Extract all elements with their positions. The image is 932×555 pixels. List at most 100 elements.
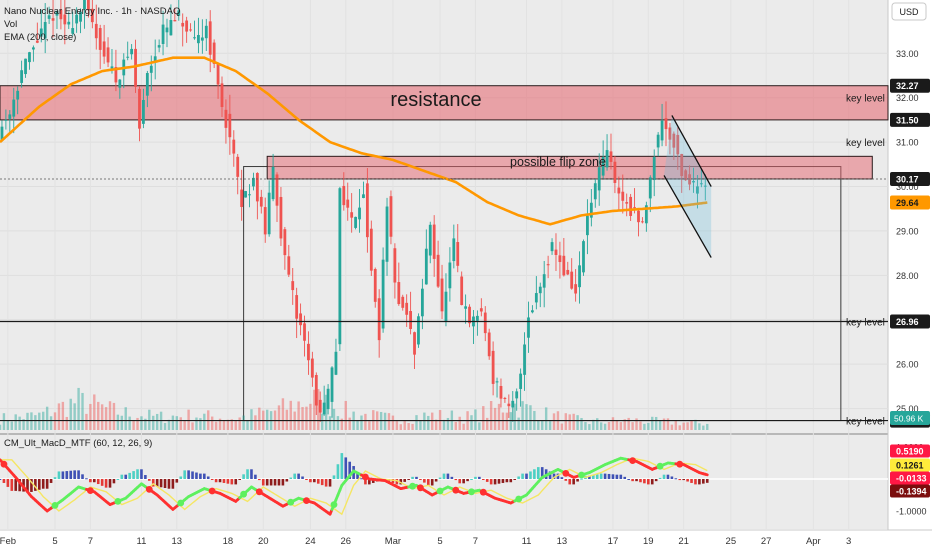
candle — [378, 298, 381, 340]
macd-histogram-bar — [168, 479, 171, 489]
macd-histogram-bar — [227, 479, 230, 484]
macd-histogram-bar — [411, 477, 414, 479]
volume-bar — [254, 415, 256, 430]
volume-bar — [643, 424, 645, 430]
candle — [193, 37, 196, 38]
candle — [625, 202, 628, 204]
candle — [134, 49, 137, 87]
macd-histogram-bar — [305, 479, 308, 480]
macd-cross-dot — [468, 488, 475, 495]
x-tick-label: 17 — [608, 536, 619, 547]
key-level-label: key level — [846, 94, 885, 105]
volume-bar — [93, 394, 95, 430]
candle — [185, 21, 188, 32]
flip-zone-label: possible flip zone — [510, 155, 606, 169]
candle — [107, 47, 110, 62]
x-tick-label: Apr — [806, 536, 821, 547]
volume-bar — [337, 416, 339, 430]
macd-histogram-bar — [470, 479, 473, 480]
candle — [146, 73, 149, 96]
main-pane-bg — [0, 0, 888, 433]
macd-histogram-bar — [671, 476, 674, 479]
candle — [547, 264, 550, 265]
candle — [570, 272, 573, 289]
macd-histogram-bar — [113, 479, 116, 483]
candle — [130, 49, 133, 54]
macd-histogram-bar — [454, 479, 457, 480]
volume-bar — [608, 422, 610, 430]
macd-histogram-bar — [509, 479, 512, 482]
volume-bar — [388, 413, 390, 430]
macd-histogram-bar — [600, 474, 603, 479]
candle — [189, 29, 192, 30]
candle — [295, 295, 298, 319]
volume-bar — [541, 420, 543, 430]
candle — [248, 194, 251, 195]
volume-bar — [706, 424, 708, 430]
volume-bar — [600, 422, 602, 430]
volume-bar — [297, 401, 299, 430]
volume-bar — [266, 410, 268, 430]
candle — [464, 306, 467, 308]
volume-bar — [152, 416, 154, 430]
key-level-label: key level — [846, 138, 885, 149]
volume-bar — [70, 399, 72, 430]
candle — [417, 316, 420, 344]
candle — [118, 80, 121, 88]
macd-histogram-bar — [513, 479, 516, 480]
macd-badge-label: -0.0133 — [896, 474, 927, 484]
candle — [397, 282, 400, 304]
macd-histogram-bar — [431, 479, 434, 485]
volume-bar — [620, 422, 622, 430]
candle — [354, 217, 357, 228]
candle — [268, 193, 271, 235]
candle — [653, 157, 656, 180]
volume-bar — [30, 412, 32, 430]
volume-bar — [675, 421, 677, 430]
macd-histogram-bar — [132, 471, 135, 479]
macd-cross-dot — [515, 496, 522, 503]
macd-histogram-bar — [81, 474, 84, 479]
candle — [272, 167, 275, 199]
macd-histogram-bar — [635, 479, 638, 481]
candle — [8, 114, 11, 118]
candle — [307, 344, 310, 360]
volume-bar — [211, 417, 213, 430]
candle — [95, 24, 98, 38]
volume-bar — [682, 423, 684, 430]
volume-bar — [46, 407, 48, 430]
macd-histogram-bar — [85, 478, 88, 479]
macd-histogram-bar — [663, 475, 666, 479]
volume-bar — [537, 421, 539, 430]
macd-histogram-bar — [694, 479, 697, 484]
macd-histogram-bar — [565, 479, 568, 481]
volume-bar — [187, 410, 189, 430]
candle — [507, 404, 510, 406]
volume-bar — [459, 417, 461, 430]
volume-bar — [73, 403, 75, 430]
macd-histogram-bar — [466, 479, 469, 481]
volume-bar — [321, 414, 323, 430]
macd-histogram-bar — [675, 478, 678, 479]
candle — [327, 389, 330, 409]
macd-histogram-bar — [517, 476, 520, 479]
candle — [225, 110, 228, 128]
volume-bar — [258, 408, 260, 430]
volume-bar — [565, 413, 567, 430]
volume-bar — [156, 414, 158, 430]
volume-bar — [227, 420, 229, 430]
macd-histogram-bar — [419, 479, 422, 480]
macd-histogram-bar — [317, 479, 320, 484]
candle — [531, 310, 534, 312]
volume-bar — [113, 403, 115, 430]
volume-bar — [553, 413, 555, 430]
macd-histogram-bar — [612, 474, 615, 479]
price-badge-label: 32.27 — [896, 81, 919, 91]
volume-bar — [690, 421, 692, 430]
macd-histogram-bar — [651, 479, 654, 484]
volume-bar — [235, 421, 237, 430]
volume-bar — [655, 417, 657, 430]
volume-bar — [671, 425, 673, 430]
